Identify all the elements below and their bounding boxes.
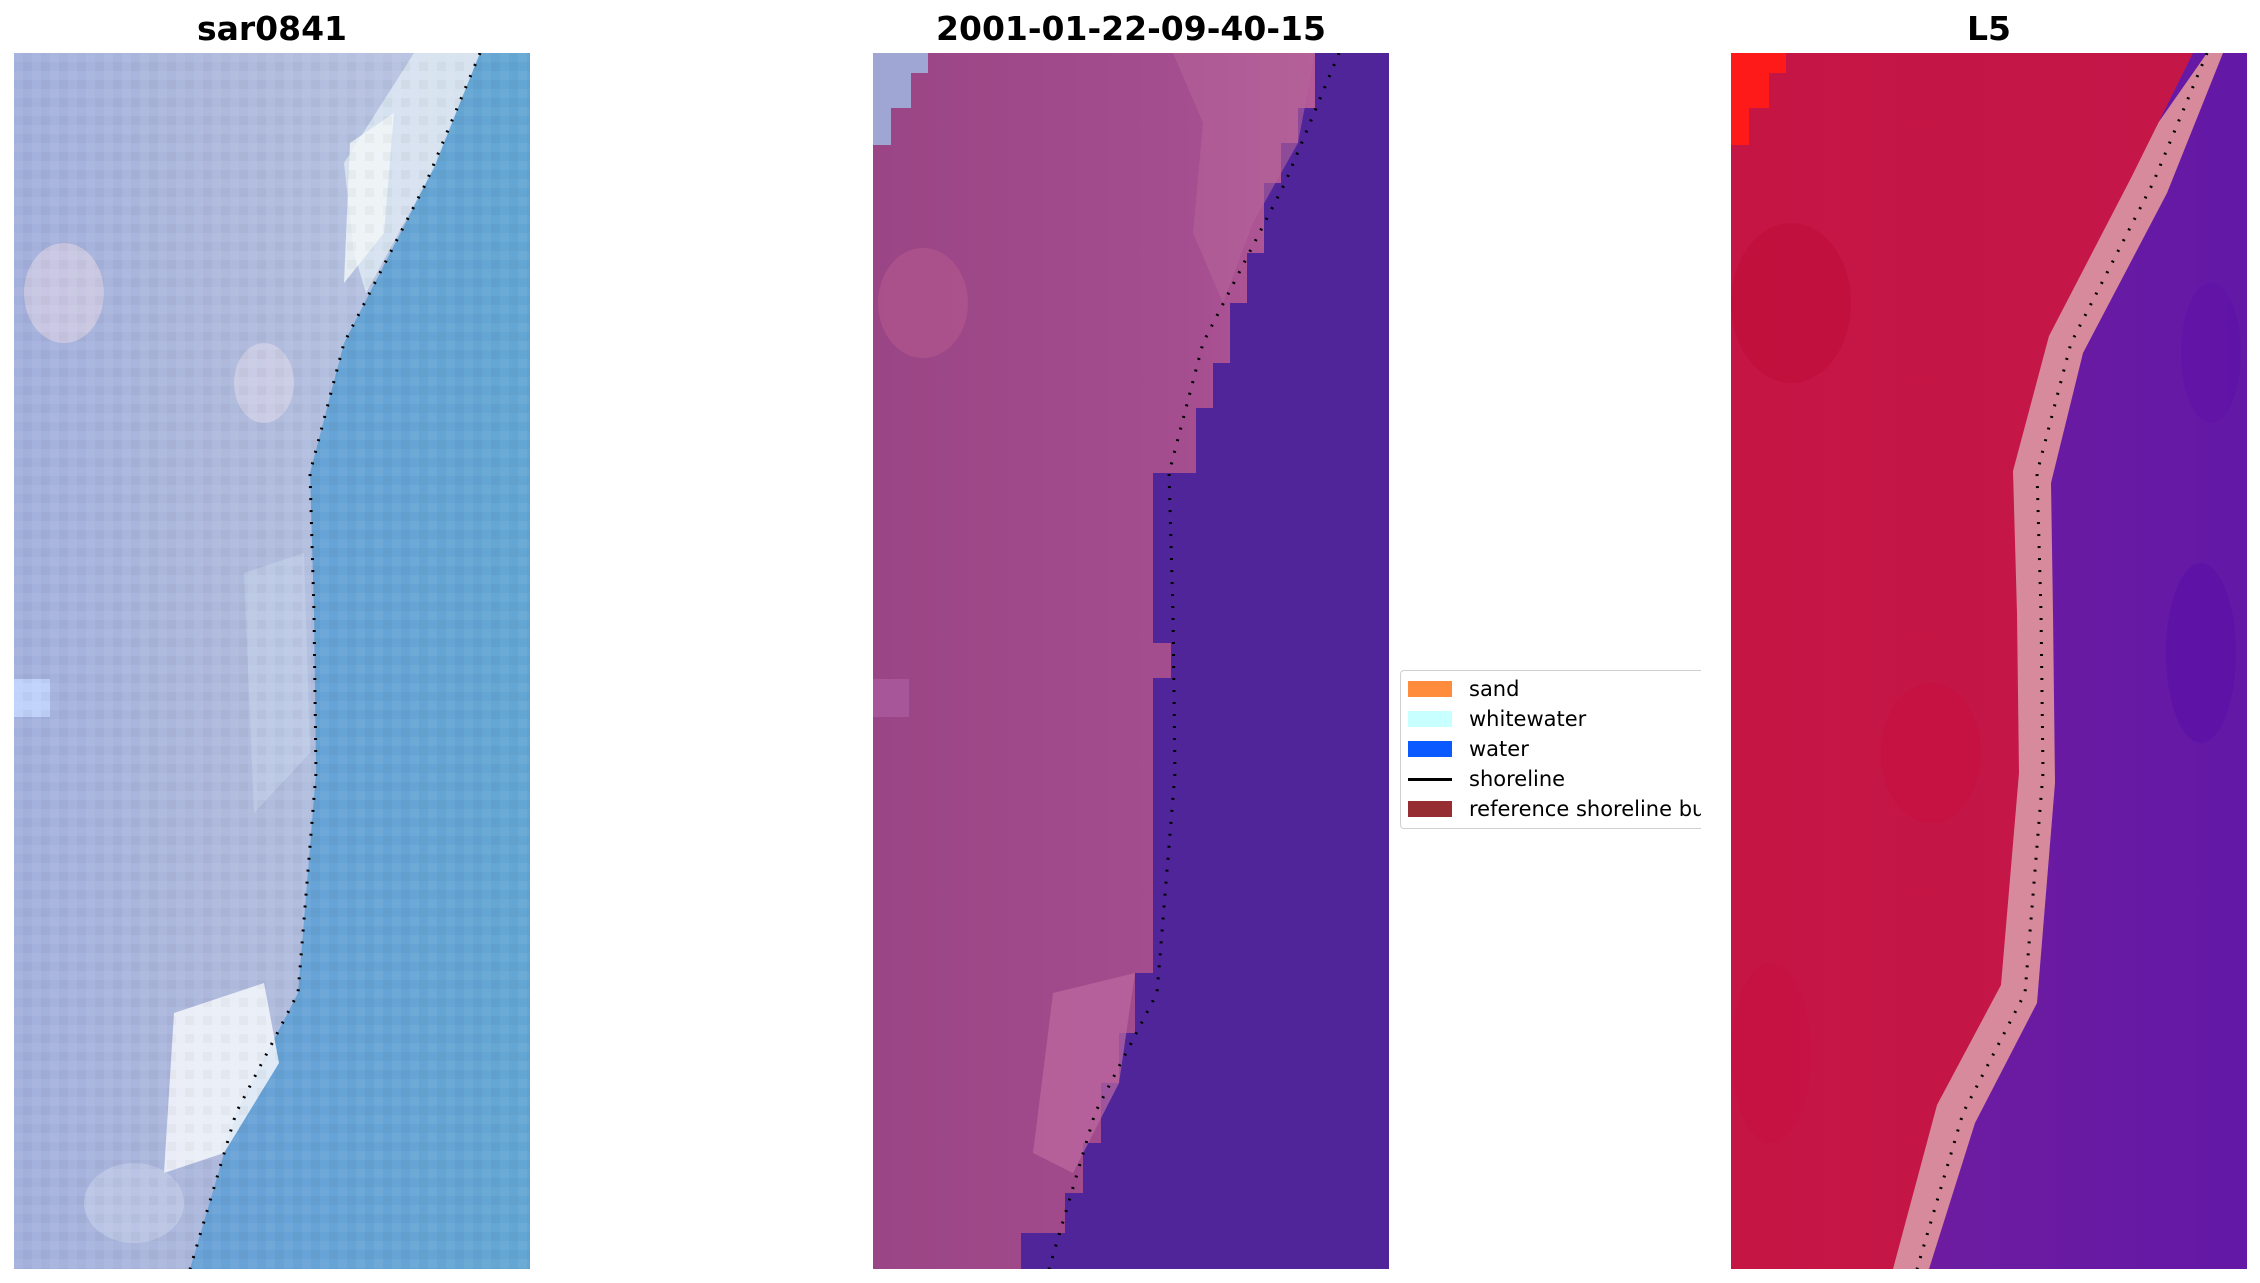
- legend-label: whitewater: [1469, 707, 1587, 731]
- index-image-panel: [1731, 53, 2247, 1269]
- legend-swatch-water: [1408, 741, 1452, 757]
- panel-title-classified: 2001-01-22-09-40-15: [936, 9, 1326, 48]
- legend-label: sand: [1469, 677, 1520, 701]
- rgb-image: [14, 53, 530, 1269]
- panel-title-index: L5: [1967, 9, 2011, 48]
- index-image: [1731, 53, 2247, 1269]
- legend-label: water: [1469, 737, 1529, 761]
- classified-image: [873, 53, 1389, 1269]
- legend-label: shoreline: [1469, 767, 1566, 791]
- legend-swatch-reference-buffer: [1408, 801, 1452, 817]
- legend-label: reference shoreline buffer: [1469, 797, 1701, 821]
- legend-swatch-sand: [1408, 681, 1452, 697]
- rgb-image-panel: [14, 53, 530, 1269]
- legend: sand whitewater water shoreline referenc…: [1400, 670, 1701, 829]
- panel-title-rgb: sar0841: [196, 9, 348, 48]
- classified-image-panel: [873, 53, 1389, 1269]
- legend-line-shoreline: [1408, 778, 1452, 781]
- legend-swatch-whitewater: [1408, 711, 1452, 727]
